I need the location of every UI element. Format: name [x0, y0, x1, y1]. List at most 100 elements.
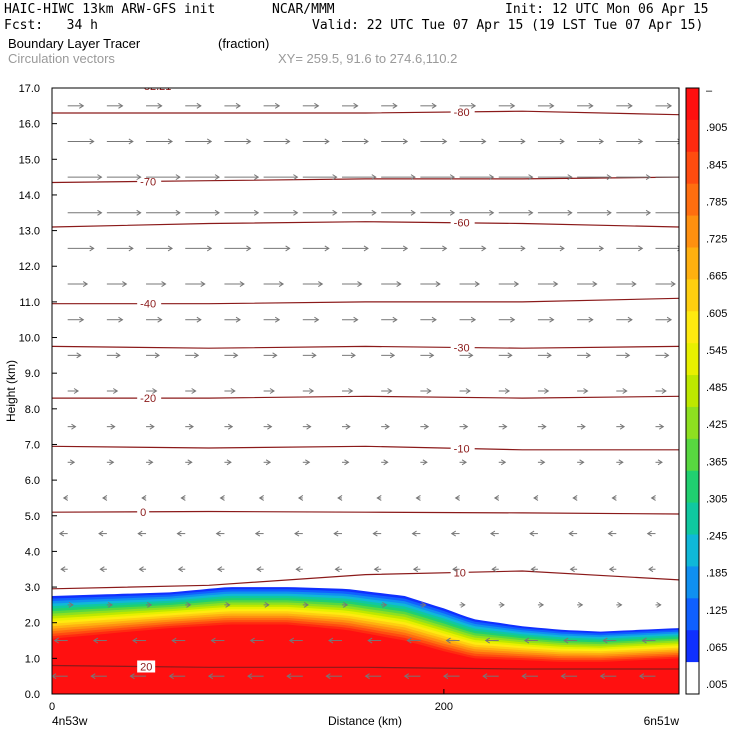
wind-vector-head: [500, 459, 507, 466]
wind-vector-head: [661, 388, 667, 394]
y-tick-label: 15.0: [19, 154, 40, 166]
wind-vector-head: [256, 566, 262, 573]
wind-vector-head: [553, 281, 559, 287]
wind-vector-head: [403, 673, 410, 680]
wind-vector-head: [102, 495, 108, 501]
wind-vector-head: [278, 281, 285, 287]
wind-vector-head: [625, 352, 631, 359]
wind-vector-head: [670, 281, 676, 287]
wind-vector-head: [664, 352, 670, 359]
wind-vector-head: [274, 316, 281, 323]
wind-vector-head: [200, 281, 206, 287]
wind-vector-head: [638, 673, 645, 680]
wind-vector-head: [645, 174, 652, 181]
colorbar-swatch: [686, 183, 699, 217]
wind-vector-head: [115, 352, 121, 359]
axes: 0.0 1.0 2.0 3.0 4.0 5.0 6.0 7.0 8.0 9.0 10.0 11.0 12…: [4, 83, 679, 728]
isotherm-label: 0: [140, 507, 146, 519]
wind-vector-head: [314, 102, 320, 109]
isotherm: [52, 445, 679, 451]
wind-vector-head: [334, 566, 340, 573]
y-tick-label: 10.0: [19, 333, 40, 345]
wind-vector-head: [324, 138, 330, 145]
wind-vector-head: [353, 316, 359, 323]
colorbar-swatch: [686, 375, 699, 408]
wind-vector-head: [230, 388, 236, 394]
wind-vector-head: [206, 138, 213, 145]
wind-vector-head: [619, 423, 626, 430]
wind-vector-head: [171, 637, 177, 644]
wind-vector-head: [79, 102, 85, 109]
wind-vector-head: [513, 281, 520, 287]
wind-vector-head: [638, 138, 644, 145]
vector-label: Circulation vectors: [8, 51, 115, 66]
isotherm-label-bg: [137, 505, 150, 518]
wind-vector-head: [666, 316, 673, 323]
wind-vector-head: [627, 316, 633, 323]
wind-vector-head: [235, 102, 241, 109]
wind-vector-head: [167, 245, 173, 252]
wind-vector-head: [136, 174, 142, 181]
wind-vector-head: [617, 601, 623, 608]
wind-vector-head: [502, 423, 508, 430]
wind-vector-head: [297, 495, 304, 501]
y-tick-label: 13.0: [19, 226, 40, 238]
isotherm-label: -82.21: [140, 81, 171, 93]
wind-vector-head: [410, 209, 416, 216]
wind-vector-head: [138, 566, 144, 573]
wind-vector-head: [650, 495, 656, 501]
wind-vector-head: [520, 138, 526, 145]
wind-vector-head: [285, 245, 291, 252]
wind-vector-head: [468, 352, 474, 359]
wind-vector-head: [97, 209, 103, 216]
wind-vector-head: [431, 316, 437, 323]
wind-vector-head: [481, 138, 487, 145]
colorbar-swatch: [686, 343, 699, 376]
wind-vector-head: [253, 174, 260, 181]
wind-vector-head: [445, 637, 451, 644]
wind-vector-head: [132, 637, 138, 644]
isotherm-label: 20: [140, 661, 152, 673]
colorbar-label: .245: [706, 531, 727, 543]
wind-vector-head: [426, 388, 432, 394]
y-tick-label: 9.0: [25, 368, 40, 380]
wind-vector-head: [216, 566, 223, 573]
wind-vector-head: [387, 388, 393, 394]
wind-vector-head: [666, 102, 673, 109]
wind-vector-head: [474, 281, 480, 287]
wind-vector-head: [148, 459, 154, 466]
wind-vector-head: [146, 601, 153, 608]
wind-vector-head: [345, 423, 351, 430]
wind-vector-head: [308, 388, 315, 394]
wind-vector-head: [141, 495, 147, 501]
wind-vector-head: [328, 637, 334, 644]
wind-vector-head: [602, 637, 608, 644]
wind-vector-head: [353, 102, 359, 109]
wind-vector-head: [98, 530, 104, 537]
colorbar-swatch: [686, 534, 699, 567]
wind-vector-head: [274, 102, 281, 109]
wind-vector-head: [611, 495, 617, 501]
wind-vector-head: [431, 102, 437, 109]
wind-vector-head: [421, 601, 427, 608]
wind-vector-head: [460, 601, 466, 608]
wind-vector-head: [247, 673, 253, 680]
wind-vector-head: [367, 637, 373, 644]
wind-vector-head: [592, 281, 598, 287]
wind-vector-head: [314, 316, 320, 323]
wind-vector-head: [491, 566, 497, 573]
wind-vector-head: [544, 388, 550, 394]
colorbar-label: –: [706, 85, 713, 97]
wind-vector-head: [122, 281, 128, 287]
isotherm: [52, 84, 679, 86]
wind-vector-head: [656, 601, 662, 608]
wind-vector-head: [429, 352, 435, 359]
wind-vector-head: [523, 637, 530, 644]
wind-vector-head: [454, 495, 460, 501]
wind-vector-head: [627, 102, 633, 109]
y-tick-label: 14.0: [19, 190, 40, 202]
tracer-fill: [52, 587, 679, 694]
wind-vector-head: [128, 138, 134, 145]
wind-vector-head: [254, 530, 261, 537]
isotherm-label: -70: [140, 176, 156, 188]
